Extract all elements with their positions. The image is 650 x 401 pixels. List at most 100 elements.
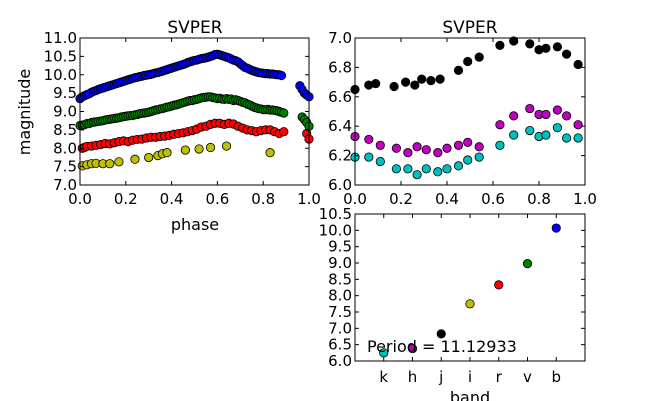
chart-right-bottom-xtick-label: r: [496, 368, 503, 386]
chart-right-top-point-k: [453, 161, 464, 171]
chart-right-bottom-xtick-label: h: [408, 368, 418, 386]
chart-right-top-point-k: [541, 130, 551, 140]
chart-right-bottom-xtick-label: j: [438, 368, 443, 386]
chart-right-bottom-ytick-label: 7.5: [328, 303, 352, 321]
chart-right-bottom-xtick-label: i: [468, 368, 472, 386]
chart-left-point-i: [130, 154, 140, 164]
chart-right-top-point-h: [525, 103, 535, 114]
chart-right-top-point-j: [474, 52, 484, 62]
chart-right-top-point-h: [375, 140, 385, 150]
chart-right-bottom-ytick-label: 10.5: [319, 205, 352, 223]
chart-left-points: [75, 49, 314, 171]
chart-right-top-point-j: [573, 59, 583, 70]
chart-left-xtick-label: 0.0: [68, 190, 92, 208]
chart-right-top-point-k: [561, 133, 572, 143]
chart-left-ytick-label: 8.5: [53, 121, 77, 139]
chart-right-top-point-h: [442, 143, 452, 153]
chart-right-top-point-h: [412, 142, 422, 152]
chart-right-top-point-h: [453, 140, 464, 150]
chart-right-top-xtick-label: 0.6: [481, 190, 505, 208]
chart-right-top-ytick-label: 6.0: [328, 176, 352, 194]
chart-right-top-point-h: [391, 143, 401, 153]
chart-left-ytick-label: 9.0: [53, 103, 77, 121]
chart-right-bottom-point-r: [494, 280, 504, 290]
chart-right-top-point-j: [400, 77, 411, 87]
chart-right-bottom: 6.06.57.07.58.08.59.09.510.010.5k h j i r v b …: [319, 205, 586, 401]
chart-left-ytick-label: 7.5: [53, 158, 77, 176]
chart-right-top-point-k: [364, 152, 374, 162]
chart-right-top-point-k: [412, 170, 422, 180]
chart-left-ytick-label: 11.0: [44, 29, 77, 47]
chart-right-bottom-ytick-label: 9.0: [328, 254, 352, 272]
chart-right-top-ytick-label: 6.4: [328, 117, 352, 135]
chart-right-bottom-points: [379, 223, 561, 358]
chart-right-top-point-h: [541, 109, 551, 120]
chart-right-top-xtick-label: 0.4: [435, 190, 459, 208]
chart-left-title: SVPER: [167, 18, 222, 38]
chart-right-bottom-point-h: [407, 343, 418, 354]
chart-right-top-point-j: [495, 40, 505, 50]
chart-right-bottom-annotation: Period = 11.12933: [367, 337, 517, 356]
chart-left-xtick-label: 0.8: [251, 190, 275, 208]
chart-right-top-points: [350, 36, 583, 180]
chart-right-top-frame: [354, 37, 586, 186]
chart-right-bottom-point-b: [551, 223, 561, 233]
chart-right-bottom-ytick-label: 10.0: [319, 221, 352, 239]
chart-right-top-point-k: [421, 164, 431, 174]
chart-right-top-ytick-label: 6.8: [328, 58, 352, 76]
chart-right-top-point-h: [364, 134, 374, 145]
chart-left-xtick-label: 0.6: [205, 190, 229, 208]
chart-right-top-point-h: [552, 105, 563, 115]
chart-right-top-xtick-label: 0.8: [527, 190, 551, 208]
chart-right-top-point-h: [403, 148, 413, 158]
chart-right-top-point-h: [573, 120, 583, 130]
chart-right-top-point-h: [509, 111, 519, 121]
chart-left-point-i: [265, 148, 275, 158]
chart-right-top-title: SVPER: [442, 18, 497, 38]
chart-right-top-xtick-label: 0.2: [389, 190, 413, 208]
chart-left-ytick-label: 10.5: [44, 47, 77, 65]
chart-right-top-point-k: [442, 164, 452, 174]
chart-left-xlabel: phase: [171, 215, 219, 234]
chart-left-point-v: [279, 108, 289, 118]
chart-left-ytick-label: 10.0: [44, 66, 77, 84]
chart-right-top-point-j: [426, 76, 436, 86]
chart-right-top-point-h: [421, 145, 431, 155]
chart-left-point-r: [279, 127, 289, 137]
chart-right-top: SVPER 6.0 6.2 6.4 6.6 6.8 7.0 0.0 0.2 0.4 0.6 0.8 1…: [328, 18, 597, 208]
chart-right-bottom-xtick-label: k: [379, 368, 388, 386]
chart-right-top-ytick-label: 7.0: [328, 29, 352, 47]
chart-right-top-point-j: [561, 49, 572, 59]
chart-right-top-xtick-label: 1.0: [573, 190, 597, 208]
chart-right-top-point-k: [403, 164, 413, 174]
chart-right-top-point-k: [375, 156, 385, 167]
chart-right-top-point-j: [389, 81, 399, 92]
chart-left-xtick-label: 1.0: [297, 190, 321, 208]
chart-left-point-i: [180, 145, 190, 155]
chart-right-bottom-xtick-label: v: [523, 368, 532, 386]
chart-right-top-point-k: [391, 164, 401, 174]
chart-right-bottom-ytick-label: 8.5: [328, 270, 352, 288]
chart-left-point-i: [114, 157, 124, 167]
chart-left-point-i: [105, 159, 115, 169]
chart-right-top-point-j: [371, 78, 381, 89]
chart-left-ytick-label: 8.0: [53, 139, 77, 157]
chart-right-top-point-k: [463, 155, 473, 165]
chart-right-top-point-j: [509, 36, 519, 46]
chart-left-xtick-label: 0.4: [160, 190, 184, 208]
chart-left-ytick-label: 9.5: [53, 84, 77, 102]
chart-right-bottom-point-i: [465, 299, 475, 309]
chart-right-top-ytick-label: 6.6: [328, 88, 352, 106]
chart-left-point-i: [144, 152, 154, 163]
chart-right-bottom-ytick-label: 9.5: [328, 238, 352, 256]
chart-right-top-point-k: [433, 167, 443, 177]
chart-right-top-point-j: [541, 43, 551, 53]
chart-left-point-i: [221, 141, 232, 151]
chart-right-top-ticks: 6.0 6.2 6.4 6.6 6.8 7.0 0.0 0.2 0.4 0.6 0.8 1.0: [328, 29, 597, 208]
chart-right-bottom-ticks: 6.06.57.07.58.08.59.09.510.010.5 k h j i r v b: [319, 205, 585, 386]
chart-right-top-point-h: [561, 111, 572, 121]
chart-right-top-point-j: [453, 65, 464, 75]
chart-right-bottom-ytick-label: 7.0: [328, 319, 352, 337]
chart-right-top-point-h: [495, 120, 505, 130]
